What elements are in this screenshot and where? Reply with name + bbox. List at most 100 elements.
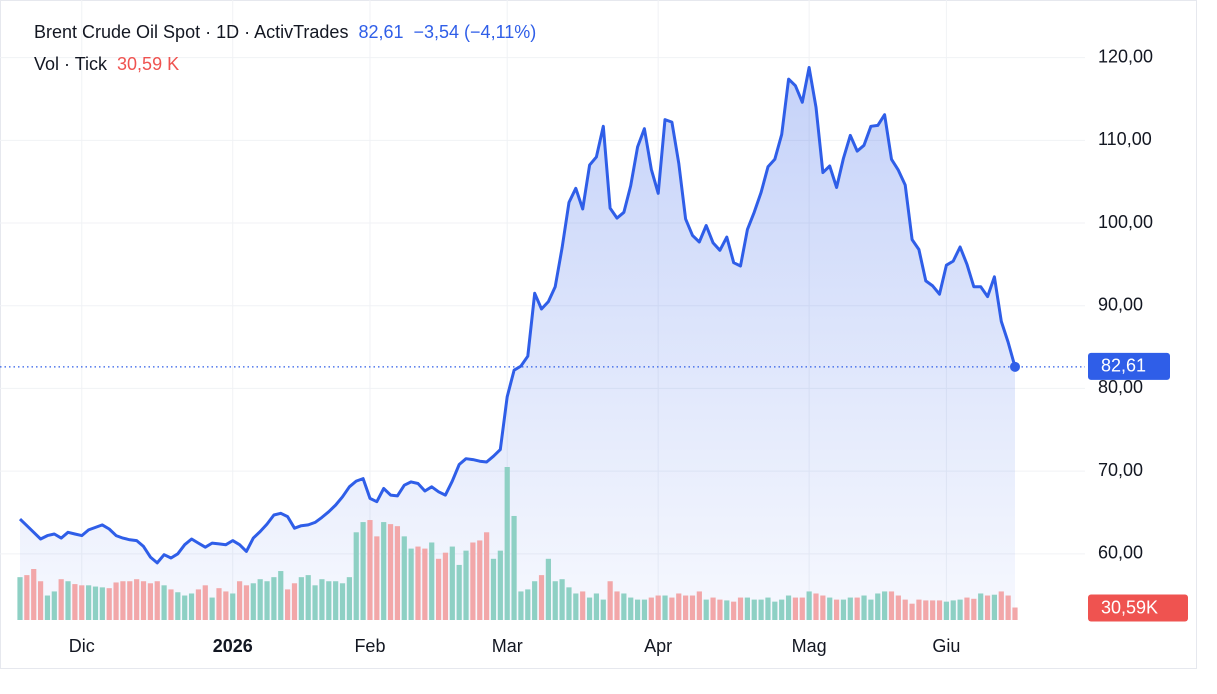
y-tick-label: 100,00 xyxy=(1098,212,1153,232)
volume-bar xyxy=(943,601,949,620)
volume-bar xyxy=(731,601,737,620)
volume-bar xyxy=(394,526,401,620)
volume-bar xyxy=(854,597,860,620)
volume-bar xyxy=(209,597,215,620)
volume-bar xyxy=(600,599,606,620)
last-volume: 30,59 K xyxy=(117,54,180,74)
volume-bar xyxy=(799,597,805,620)
volume-bar xyxy=(518,591,524,620)
volume-bar xyxy=(140,581,147,620)
volume-bar xyxy=(936,600,943,620)
x-tick-label: Apr xyxy=(644,636,672,656)
volume-bar xyxy=(751,599,757,620)
volume-bar xyxy=(785,595,792,620)
x-tick-label: Feb xyxy=(354,636,385,656)
volume-bar xyxy=(17,577,23,620)
volume-bar xyxy=(875,593,881,620)
volume-bar xyxy=(634,599,641,620)
volume-bar xyxy=(607,581,613,620)
volume-bar xyxy=(168,589,174,620)
y-tick-label: 90,00 xyxy=(1098,294,1143,314)
volume-bar xyxy=(86,585,92,620)
change: −3,54 (−4,11%) xyxy=(413,22,537,42)
volume-bar xyxy=(964,597,970,620)
volume-bar xyxy=(724,600,730,620)
volume-bar xyxy=(278,571,284,620)
volume-bar xyxy=(381,522,387,620)
volume-bar xyxy=(833,599,840,620)
volume-bar xyxy=(99,587,105,620)
volume-bar xyxy=(895,595,901,620)
volume-bar xyxy=(79,585,85,620)
volume-bar xyxy=(257,579,263,620)
volume-bar xyxy=(902,599,908,620)
volume-bar xyxy=(683,595,689,620)
volume-bar xyxy=(648,597,654,620)
volume-bar xyxy=(182,595,188,620)
volume-bar xyxy=(628,597,634,620)
volume-bar xyxy=(339,583,346,620)
y-tick-label: 80,00 xyxy=(1098,377,1143,397)
x-tick-label: Dic xyxy=(69,636,95,656)
volume-bar xyxy=(435,558,442,620)
volume-bar xyxy=(827,597,833,620)
volume-bar xyxy=(223,591,229,620)
volume-bar xyxy=(779,599,785,620)
volume-bar xyxy=(765,597,771,620)
price-area xyxy=(20,67,1015,620)
volume-bar xyxy=(58,579,64,620)
volume-bar xyxy=(312,585,318,620)
volume-bar xyxy=(161,585,167,620)
volume-bar xyxy=(367,520,373,620)
last-price: 82,61 xyxy=(358,22,404,42)
volume-bar xyxy=(538,575,545,620)
volume-bar xyxy=(593,593,600,620)
volume-bar xyxy=(271,577,277,620)
volume-bar xyxy=(586,597,593,620)
volume-bar xyxy=(24,575,30,620)
volume-bar xyxy=(580,591,586,620)
volume-bar xyxy=(621,593,627,620)
volume-bar xyxy=(504,467,510,620)
volume-bar xyxy=(429,542,435,620)
volume-bar xyxy=(250,583,256,620)
volume-bar xyxy=(470,542,476,620)
volume-bar xyxy=(737,597,744,620)
volume-bar xyxy=(113,582,119,620)
volume-name: Vol · Tick xyxy=(34,54,108,74)
x-tick-label: Mar xyxy=(492,636,523,656)
volume-bar xyxy=(971,598,977,620)
volume-bar xyxy=(127,581,133,620)
volume-bar xyxy=(552,581,558,620)
volume-bar xyxy=(662,595,668,620)
y-tick-label: 60,00 xyxy=(1098,543,1143,563)
volume-bar xyxy=(415,546,421,620)
volume-bar xyxy=(72,584,78,620)
volume-bar xyxy=(463,550,469,620)
volume-bar xyxy=(497,550,503,620)
volume-bar xyxy=(641,599,648,620)
last-volume-box xyxy=(1088,594,1188,622)
volume-bar xyxy=(566,587,572,620)
volume-bar xyxy=(298,577,304,620)
volume-bar xyxy=(978,593,984,620)
volume-bar xyxy=(216,588,222,620)
volume-bar xyxy=(930,600,936,620)
volume-bar xyxy=(511,515,517,620)
volume-bar xyxy=(758,599,764,620)
volume-bar xyxy=(655,595,661,620)
volume-bar xyxy=(676,593,682,620)
volume-bar xyxy=(285,589,291,620)
volume-bar xyxy=(305,575,311,620)
last-price-axis-label: 82,61 xyxy=(1101,356,1146,376)
volume-bar xyxy=(456,564,462,620)
volume-bar xyxy=(360,522,366,620)
volume-bar xyxy=(696,591,702,620)
volume-bar xyxy=(477,540,483,620)
volume-bar xyxy=(532,581,538,620)
volume-bar xyxy=(1012,607,1018,620)
volume-bar xyxy=(120,581,126,620)
volume-bar xyxy=(346,577,352,620)
volume-bar xyxy=(236,581,243,620)
volume-bar xyxy=(614,591,620,620)
